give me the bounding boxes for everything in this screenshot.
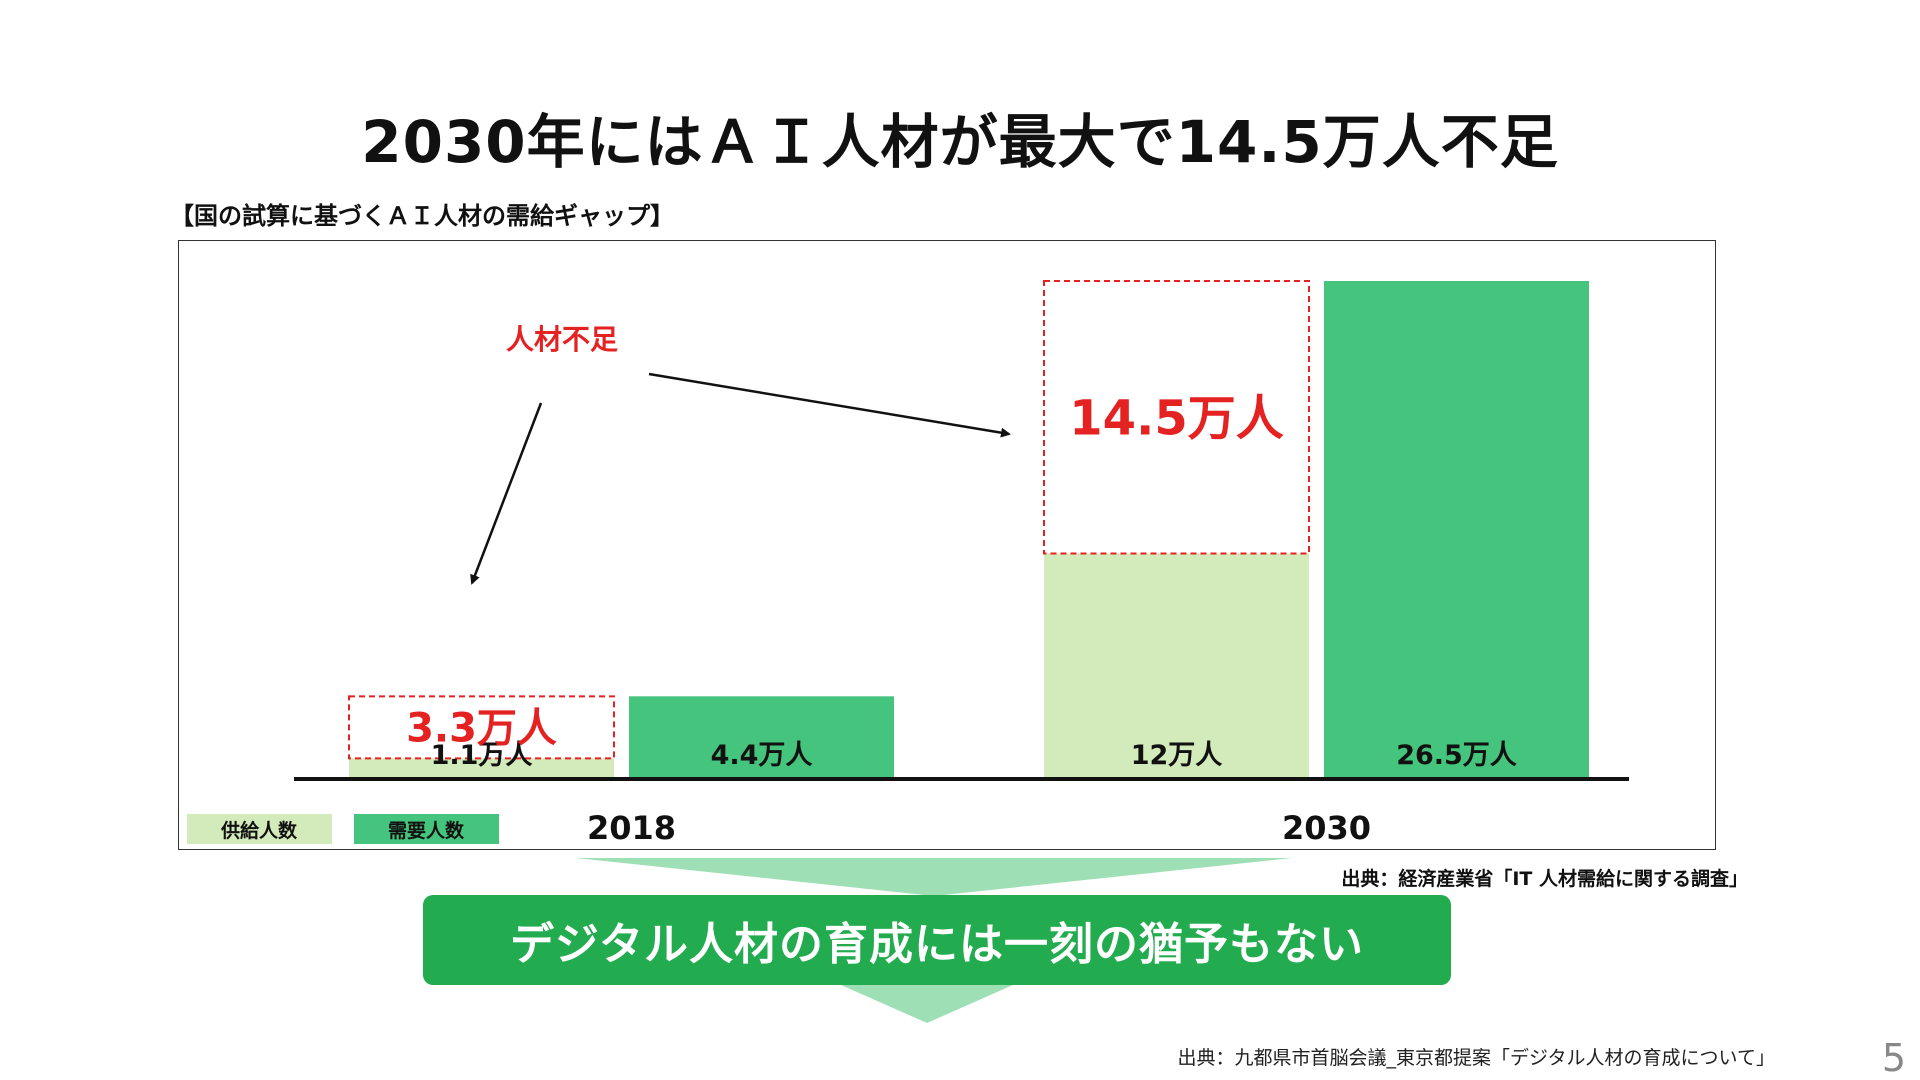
banner-top-triangle [576, 858, 1292, 896]
supply-bar-2030 [1044, 553, 1309, 779]
supply-label-2030: 12万人 [1131, 740, 1223, 771]
demand-label-2030: 26.5万人 [1396, 740, 1517, 771]
page-number: 5 [1881, 1036, 1906, 1080]
demand-bar-2018 [629, 696, 894, 779]
arrow-to-2030 [648, 372, 1011, 438]
legend-swatch-1 [354, 814, 499, 844]
chart-frame: 1.1万人 4.4万人 3.3万人 2018 12万人 26.5万人 14.5万人 2030 人… [178, 240, 1716, 850]
message-banner: デジタル人材の育成には一刻の猶予もない [423, 895, 1451, 985]
chart-svg: 1.1万人 4.4万人 3.3万人 2018 12万人 26.5万人 14.5万人 2030 人… [187, 280, 1629, 847]
supply-bar-2018 [349, 758, 614, 779]
category-label-2030: 2030 [1282, 809, 1371, 847]
arrow-to-2018 [470, 402, 543, 585]
shortage-annotation: 人材不足 [506, 323, 618, 356]
category-label-2018: 2018 [587, 809, 676, 847]
shortage-box-2030 [1043, 280, 1310, 555]
shortage-label-2018: 3.3万人 [406, 706, 557, 752]
page-title: 2030年にはＡＩ人材が最大で14.5万人不足 [361, 108, 1559, 176]
chart-subtitle: 【国の試算に基づくＡＩ人材の需給ギャップ】 [170, 202, 674, 230]
shortage-box-2018 [348, 695, 615, 760]
demand-label-2018: 4.4万人 [711, 740, 813, 771]
legend-label-0: 供給人数 [220, 819, 298, 842]
demand-bar-2030 [1324, 281, 1589, 779]
chart-source: 出典：経済産業省「IT 人材需給に関する調査」 [1341, 868, 1748, 890]
down-arrow-icon [841, 985, 1013, 1023]
shortage-label-2030: 14.5万人 [1069, 391, 1283, 447]
supply-label-2018: 1.1万人 [431, 740, 533, 771]
legend-label-1: 需要人数 [388, 819, 465, 842]
legend-swatch-0 [187, 814, 332, 844]
page-source: 出典：九都県市首脳会議_東京都提案「デジタル人材の育成について」 [1177, 1047, 1775, 1069]
